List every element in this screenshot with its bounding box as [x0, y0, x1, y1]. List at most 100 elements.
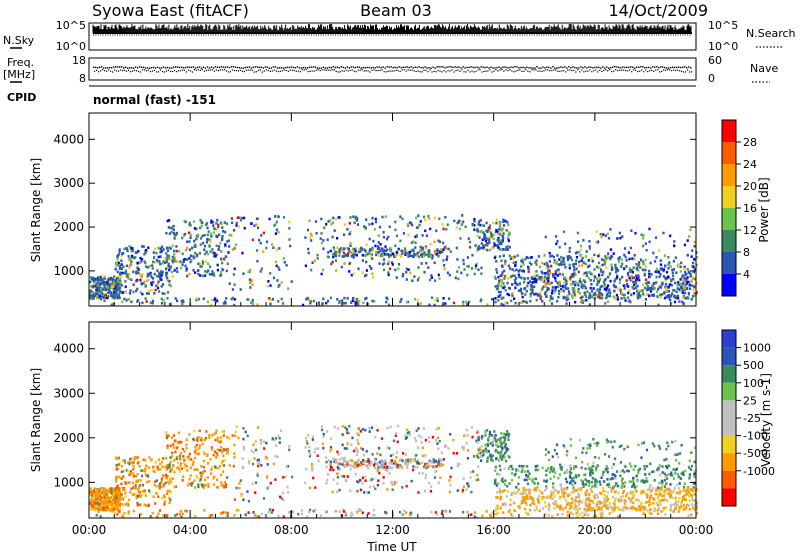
power-cell	[692, 288, 695, 292]
velocity-cell	[95, 506, 98, 509]
velocity-cell	[256, 426, 260, 429]
nsearch-dot	[265, 34, 267, 36]
power-cell	[389, 246, 392, 250]
nave-dot	[569, 69, 571, 71]
power-cell	[597, 254, 600, 258]
nave-dot	[557, 70, 559, 72]
power-cell	[627, 285, 630, 288]
power-cell	[275, 228, 278, 232]
power-cell	[419, 245, 422, 249]
velocity-cell	[233, 452, 236, 455]
velocity-cell	[364, 428, 367, 432]
power-cell	[274, 260, 277, 264]
nsearch-dot	[605, 34, 607, 36]
nave-dot	[267, 70, 269, 72]
power-cell	[97, 278, 100, 282]
power-cell	[466, 256, 469, 259]
power-cell	[526, 277, 530, 280]
power-cell	[609, 248, 613, 251]
velocity-cell	[117, 508, 120, 511]
power-cell	[599, 296, 602, 300]
power-cell	[442, 241, 445, 245]
power-cell	[90, 292, 94, 295]
velocity-cell	[175, 455, 178, 459]
nave-dot	[563, 70, 565, 72]
velocity-cell	[367, 491, 370, 494]
power-cell	[204, 270, 207, 273]
power-cell	[676, 287, 679, 290]
power-cell	[275, 264, 278, 268]
velocity-cell	[199, 471, 202, 475]
nsearch-dot	[658, 34, 660, 36]
power-cell	[651, 284, 654, 287]
freq-dot	[320, 67, 322, 69]
power-cell	[500, 297, 504, 300]
power-cell	[546, 277, 549, 281]
nave-dot	[565, 71, 567, 73]
power-colorbar-swatch	[722, 164, 736, 186]
power-cell	[262, 231, 265, 235]
freq-dot	[332, 66, 334, 68]
power-cell	[273, 224, 276, 227]
power-cell	[161, 292, 164, 295]
freq-dot	[240, 67, 243, 69]
power-cell	[119, 277, 122, 281]
power-cell	[188, 240, 191, 243]
power-cell	[401, 217, 404, 221]
freq-dot	[278, 67, 281, 69]
power-cell	[118, 283, 121, 286]
power-cell	[139, 291, 142, 294]
velocity-cell	[144, 472, 147, 475]
freq-dot	[111, 67, 113, 69]
power-cell	[151, 299, 154, 303]
power-cell	[113, 275, 116, 278]
nave-dot	[385, 71, 387, 73]
nsearch-dot	[258, 34, 260, 36]
power-cell	[456, 258, 459, 261]
velocity-cell	[158, 484, 162, 487]
velocity-cell	[202, 459, 206, 463]
power-cell	[368, 252, 371, 256]
velocity-data-cells	[89, 424, 699, 519]
power-cell	[91, 295, 94, 299]
power-cell	[216, 299, 219, 302]
power-cell	[548, 260, 551, 263]
nsearch-dot	[248, 34, 250, 36]
power-cell	[111, 285, 114, 289]
freq-dot	[634, 67, 636, 69]
velocity-cell	[113, 494, 116, 498]
power-cell	[680, 276, 684, 279]
power-cell	[502, 303, 505, 307]
velocity-cell	[161, 465, 164, 468]
power-cell	[152, 251, 155, 254]
power-cell	[156, 269, 159, 272]
velocity-cell	[434, 459, 438, 463]
power-cell	[309, 300, 313, 303]
velocity-cell	[228, 437, 231, 440]
nsearch-dot	[646, 34, 648, 36]
nave-dot	[215, 69, 217, 71]
nsearch-dot	[267, 34, 269, 36]
power-cell	[193, 256, 196, 260]
power-cell	[497, 295, 500, 298]
nsearch-dot	[660, 34, 662, 36]
velocity-cell	[111, 498, 114, 502]
nave-dot	[307, 71, 309, 73]
velocity-cell	[168, 463, 171, 466]
power-cell	[233, 298, 236, 301]
power-cell	[633, 257, 636, 261]
nave-dot	[489, 69, 491, 71]
power-cell	[153, 272, 156, 276]
power-cell	[160, 270, 163, 273]
freq-dot	[268, 67, 271, 69]
power-cell	[502, 218, 505, 222]
power-cell	[269, 272, 272, 275]
velocity-cell	[92, 504, 95, 508]
power-cell	[465, 265, 468, 268]
power-cell	[581, 301, 584, 304]
power-cell	[633, 283, 636, 287]
power-cell	[338, 300, 341, 303]
velocity-cell	[95, 496, 98, 500]
nsearch-dot	[289, 34, 291, 36]
freq-dot	[410, 66, 412, 68]
